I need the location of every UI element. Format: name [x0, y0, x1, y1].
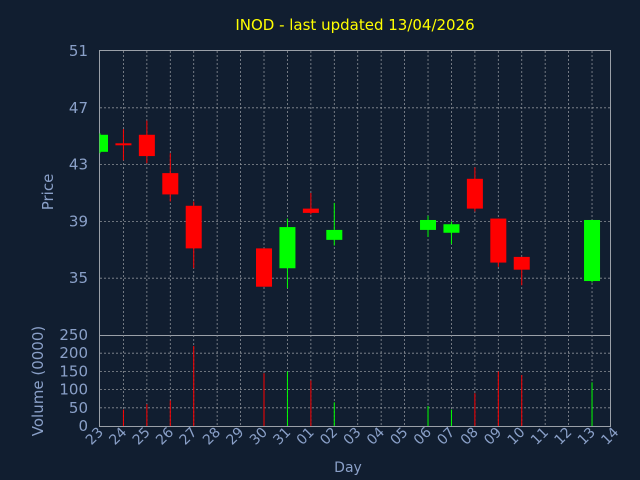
x-tick-label: 29 [223, 425, 247, 449]
x-tick-label: 13 [575, 425, 599, 449]
x-tick-label: 12 [552, 425, 576, 449]
price-axis-label: Price [39, 174, 57, 211]
candle-body [513, 256, 530, 270]
price-tick-label: 47 [69, 99, 88, 117]
volume-panel-frame [99, 335, 611, 427]
x-tick-label: 25 [130, 425, 154, 449]
price-tick-label: 39 [69, 212, 88, 230]
volume-bars [122, 345, 593, 426]
candle-body [466, 178, 483, 209]
x-tick-label: 28 [200, 425, 224, 449]
x-tick-label: 06 [411, 424, 435, 448]
candle-body [584, 219, 601, 282]
grid-lines [100, 51, 610, 426]
candle-body [420, 219, 437, 230]
x-tick-label: 05 [387, 425, 411, 449]
x-tick-label: 11 [528, 425, 552, 449]
x-axis-ticks: 23 24 25 26 27 28 29 30 31 01 02 03 04 05 06 07 08 09 10 11… [83, 424, 622, 448]
x-tick-label: 09 [481, 425, 505, 449]
candle-body [302, 208, 319, 213]
price-tick-label: 51 [69, 42, 88, 60]
candle-body [185, 205, 202, 249]
candles [99, 120, 601, 289]
volume-tick-label: 100 [59, 381, 88, 399]
candle-body [162, 173, 179, 195]
x-tick-label: 24 [106, 424, 130, 448]
x-tick-label: 10 [505, 425, 529, 449]
candle-body [326, 229, 343, 240]
volume-tick-label: 0 [78, 417, 88, 435]
x-tick-label: 02 [317, 425, 341, 449]
chart-title: INOD - last updated 13/04/2026 [235, 16, 474, 34]
volume-tick-label: 50 [69, 399, 88, 417]
candle-body [443, 224, 460, 233]
candle-body [138, 134, 155, 157]
volume-tick-label: 250 [59, 326, 88, 344]
candle-body [115, 143, 132, 146]
price-tick-label: 43 [69, 156, 88, 174]
x-tick-label: 14 [598, 424, 622, 448]
candle-body [256, 248, 273, 287]
price-tick-label: 35 [69, 269, 88, 287]
candle-body [279, 227, 296, 269]
x-tick-label: 03 [341, 425, 365, 449]
volume-tick-label: 200 [59, 344, 88, 362]
volume-axis-label: Volume (0000) [29, 326, 47, 436]
x-tick-label: 30 [247, 425, 271, 449]
x-tick-label: 31 [270, 425, 294, 449]
volume-tick-label: 150 [59, 362, 88, 380]
x-tick-label: 27 [177, 425, 201, 449]
x-axis-label: Day [334, 460, 362, 476]
x-tick-label: 08 [458, 425, 482, 449]
x-tick-label: 26 [153, 424, 177, 448]
candle-body [490, 218, 507, 263]
x-tick-label: 07 [434, 425, 458, 449]
x-tick-label: 01 [294, 425, 318, 449]
x-tick-label: 04 [364, 424, 388, 448]
candle-body [100, 134, 108, 152]
price-axis-ticks: 35 39 43 47 51 [69, 42, 88, 287]
